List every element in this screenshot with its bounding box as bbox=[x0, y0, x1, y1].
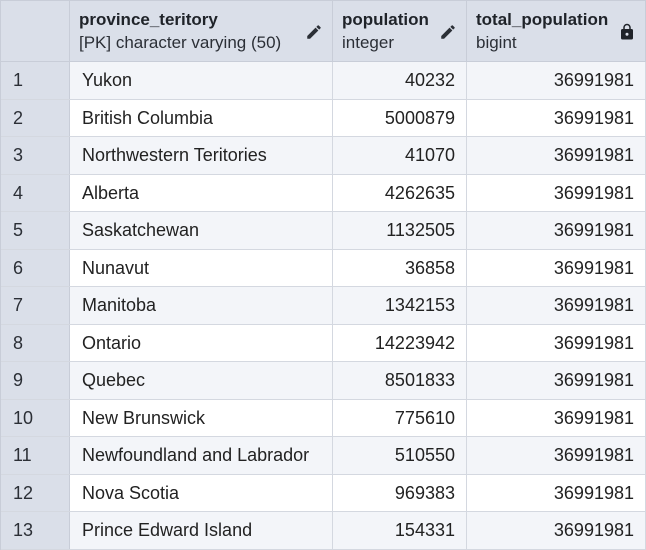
column-type: [PK] character varying (50) bbox=[79, 33, 282, 52]
cell-province[interactable]: Alberta bbox=[70, 174, 333, 211]
table-row[interactable]: 4 Alberta 4262635 36991981 bbox=[1, 174, 646, 212]
table-row[interactable]: 10 New Brunswick 775610 36991981 bbox=[1, 399, 646, 437]
column-type: bigint bbox=[476, 33, 517, 52]
row-number[interactable]: 3 bbox=[1, 137, 70, 174]
pencil-icon[interactable] bbox=[305, 23, 323, 41]
cell-total-population[interactable]: 36991981 bbox=[467, 99, 646, 136]
cell-population[interactable]: 36858 bbox=[333, 249, 467, 286]
table-row[interactable]: 5 Saskatchewan 1132505 36991981 bbox=[1, 212, 646, 250]
table-row[interactable]: 6 Nunavut 36858 36991981 bbox=[1, 249, 646, 287]
lock-icon bbox=[621, 23, 633, 40]
pencil-icon[interactable] bbox=[439, 23, 457, 41]
cell-total-population[interactable]: 36991981 bbox=[467, 437, 646, 474]
row-number[interactable]: 13 bbox=[1, 512, 70, 549]
cell-total-population[interactable]: 36991981 bbox=[467, 512, 646, 549]
cell-total-population[interactable]: 36991981 bbox=[467, 249, 646, 286]
table-row[interactable]: 8 Ontario 14223942 36991981 bbox=[1, 324, 646, 362]
row-number-header[interactable] bbox=[1, 1, 70, 61]
row-number[interactable]: 1 bbox=[1, 62, 70, 99]
row-number[interactable]: 9 bbox=[1, 362, 70, 399]
cell-population[interactable]: 1132505 bbox=[333, 212, 467, 249]
column-name: population bbox=[342, 10, 429, 29]
cell-population[interactable]: 40232 bbox=[333, 62, 467, 99]
table-row[interactable]: 9 Quebec 8501833 36991981 bbox=[1, 362, 646, 400]
cell-population[interactable]: 4262635 bbox=[333, 174, 467, 211]
grid-body: 1 Yukon 40232 36991981 2 British Columbi… bbox=[1, 62, 646, 550]
cell-population[interactable]: 14223942 bbox=[333, 324, 467, 361]
table-row[interactable]: 2 British Columbia 5000879 36991981 bbox=[1, 99, 646, 137]
cell-province[interactable]: Nova Scotia bbox=[70, 474, 333, 511]
cell-population[interactable]: 510550 bbox=[333, 437, 467, 474]
cell-population[interactable]: 5000879 bbox=[333, 99, 467, 136]
cell-province[interactable]: Northwestern Teritories bbox=[70, 137, 333, 174]
cell-total-population[interactable]: 36991981 bbox=[467, 324, 646, 361]
cell-population[interactable]: 775610 bbox=[333, 399, 467, 436]
table-row[interactable]: 7 Manitoba 1342153 36991981 bbox=[1, 287, 646, 325]
column-name: total_population bbox=[476, 10, 609, 29]
cell-province[interactable]: Prince Edward Island bbox=[70, 512, 333, 549]
row-number[interactable]: 10 bbox=[1, 399, 70, 436]
cell-population[interactable]: 8501833 bbox=[333, 362, 467, 399]
row-number[interactable]: 11 bbox=[1, 437, 70, 474]
row-number[interactable]: 4 bbox=[1, 174, 70, 211]
cell-total-population[interactable]: 36991981 bbox=[467, 137, 646, 174]
row-number[interactable]: 7 bbox=[1, 287, 70, 324]
column-header-province-teritory[interactable]: province_teritory [PK] character varying… bbox=[70, 1, 333, 61]
cell-province[interactable]: Nunavut bbox=[70, 249, 333, 286]
column-header-population[interactable]: population integer bbox=[333, 1, 467, 61]
cell-province[interactable]: British Columbia bbox=[70, 99, 333, 136]
row-number[interactable]: 5 bbox=[1, 212, 70, 249]
cell-province[interactable]: Manitoba bbox=[70, 287, 333, 324]
table-row[interactable]: 13 Prince Edward Island 154331 36991981 bbox=[1, 512, 646, 550]
cell-total-population[interactable]: 36991981 bbox=[467, 474, 646, 511]
cell-total-population[interactable]: 36991981 bbox=[467, 212, 646, 249]
cell-province[interactable]: Saskatchewan bbox=[70, 212, 333, 249]
cell-total-population[interactable]: 36991981 bbox=[467, 287, 646, 324]
column-header-total-population[interactable]: total_population bigint bbox=[467, 1, 646, 61]
cell-province[interactable]: New Brunswick bbox=[70, 399, 333, 436]
cell-population[interactable]: 1342153 bbox=[333, 287, 467, 324]
table-row[interactable]: 11 Newfoundland and Labrador 510550 3699… bbox=[1, 437, 646, 475]
cell-population[interactable]: 969383 bbox=[333, 474, 467, 511]
cell-total-population[interactable]: 36991981 bbox=[467, 399, 646, 436]
cell-population[interactable]: 154331 bbox=[333, 512, 467, 549]
table-row[interactable]: 3 Northwestern Teritories 41070 36991981 bbox=[1, 137, 646, 175]
cell-province[interactable]: Yukon bbox=[70, 62, 333, 99]
column-name: province_teritory bbox=[79, 10, 218, 29]
column-type: integer bbox=[342, 33, 394, 52]
cell-province[interactable]: Quebec bbox=[70, 362, 333, 399]
row-number[interactable]: 12 bbox=[1, 474, 70, 511]
row-number[interactable]: 2 bbox=[1, 99, 70, 136]
cell-province[interactable]: Newfoundland and Labrador bbox=[70, 437, 333, 474]
table-row[interactable]: 1 Yukon 40232 36991981 bbox=[1, 62, 646, 100]
row-number[interactable]: 8 bbox=[1, 324, 70, 361]
cell-total-population[interactable]: 36991981 bbox=[467, 62, 646, 99]
cell-province[interactable]: Ontario bbox=[70, 324, 333, 361]
grid-header: province_teritory [PK] character varying… bbox=[1, 1, 646, 62]
cell-total-population[interactable]: 36991981 bbox=[467, 174, 646, 211]
row-number[interactable]: 6 bbox=[1, 249, 70, 286]
cell-total-population[interactable]: 36991981 bbox=[467, 362, 646, 399]
table-row[interactable]: 12 Nova Scotia 969383 36991981 bbox=[1, 474, 646, 512]
cell-population[interactable]: 41070 bbox=[333, 137, 467, 174]
